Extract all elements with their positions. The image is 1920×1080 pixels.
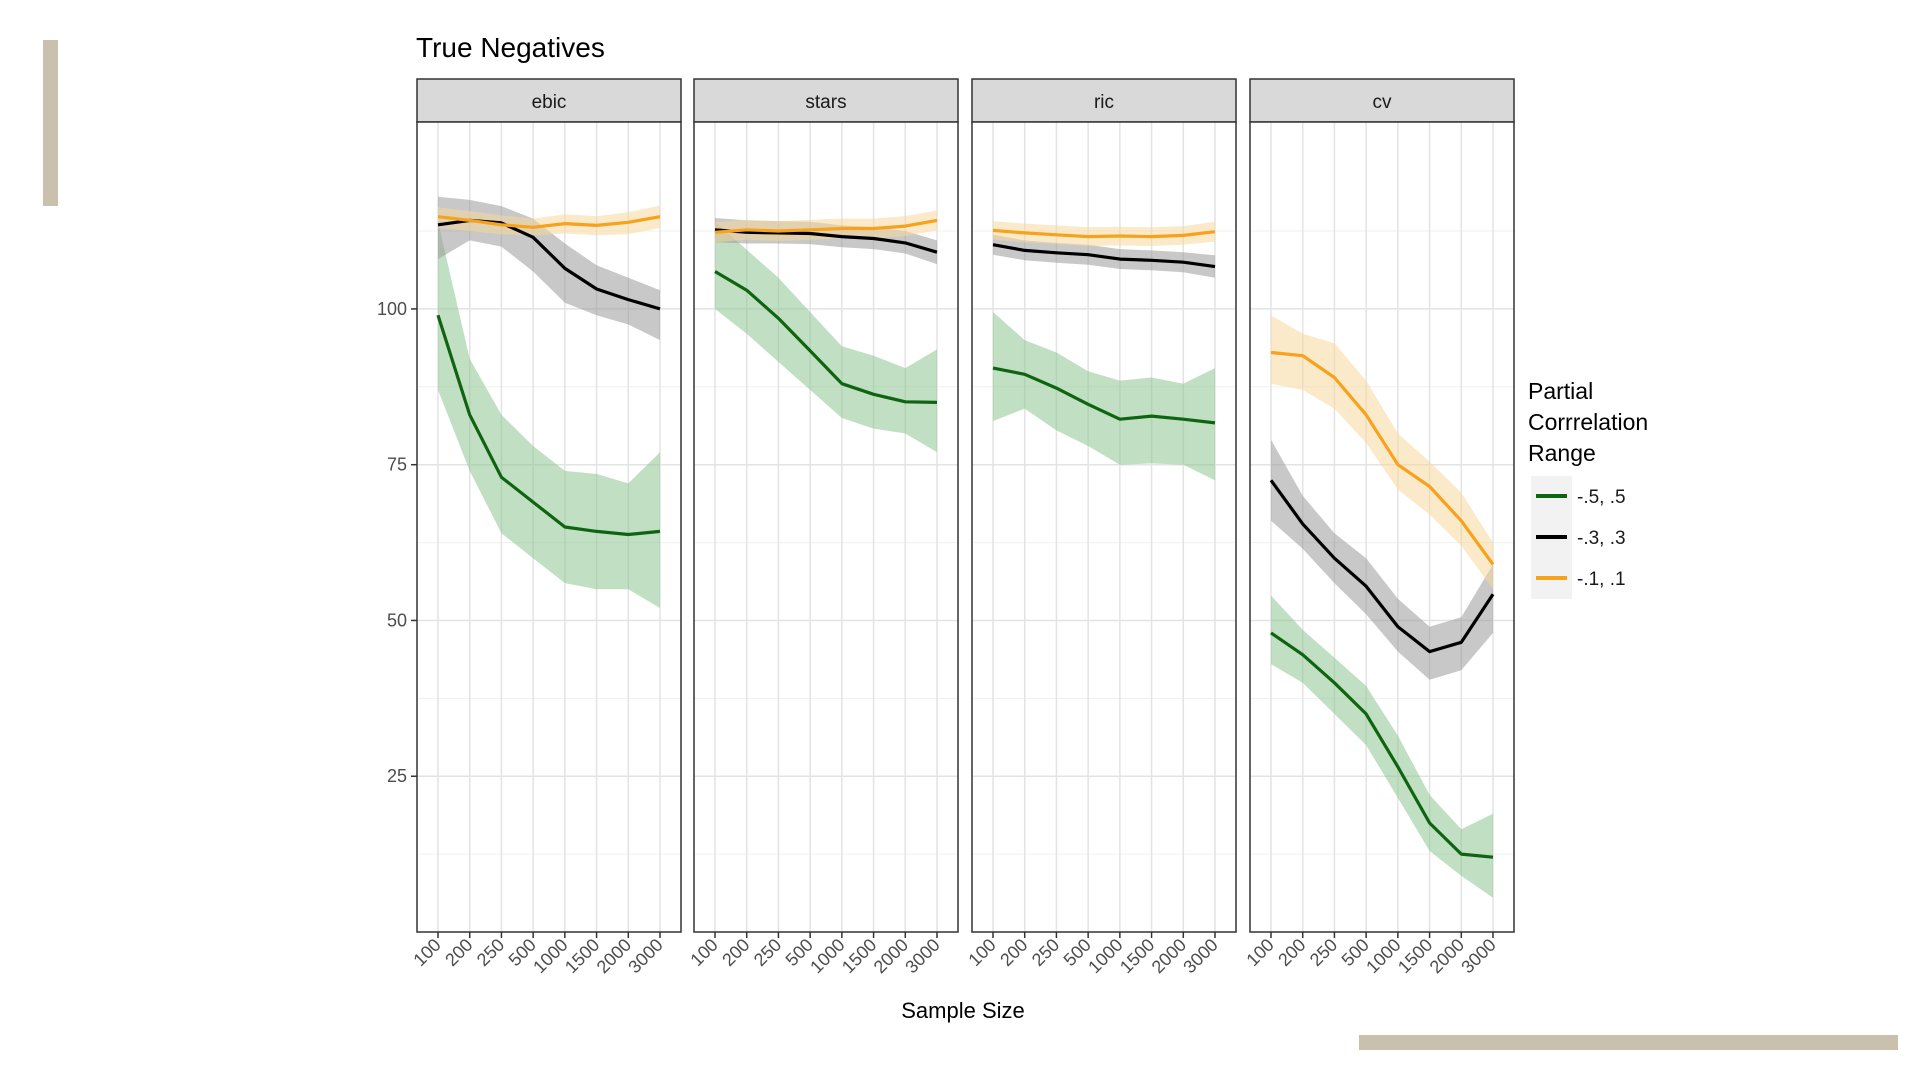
chart-panels: ebic1002002505001000150020003000stars100… [409, 78, 1515, 977]
x-tick-label: 2000 [870, 935, 912, 977]
legend-title-line: Partial [1528, 378, 1593, 404]
y-axis: 25 50 75 100 [377, 299, 417, 786]
series-line-cv [1269, 479, 1495, 654]
panel-strip [971, 78, 1237, 123]
panel-strip-label: cv [1373, 92, 1393, 113]
confidence-band-ric [993, 312, 1215, 481]
x-tick-label: 1000 [1362, 935, 1404, 977]
y-tick-label: 25 [387, 766, 407, 786]
panel-border [1249, 121, 1515, 933]
confidence-band-ebic [438, 221, 660, 608]
confidence-band-cv [1271, 439, 1493, 680]
legend-entry: -.1, .1 [1531, 558, 1626, 599]
x-tick-label: 1000 [529, 935, 571, 977]
y-tick-label: 75 [387, 455, 407, 475]
legend-title-line: Corrrelation [1528, 409, 1648, 435]
panel-border [416, 121, 682, 933]
series-line-stars [714, 228, 938, 254]
x-tick-label: 250 [1306, 935, 1341, 970]
y-tick-label: 100 [377, 299, 407, 319]
series-line-ebic [436, 314, 661, 537]
x-tick-label: 200 [996, 935, 1031, 970]
x-tick-label: 2000 [1426, 935, 1468, 977]
panel-border [693, 121, 959, 933]
x-tick-label: 200 [1274, 935, 1309, 970]
legend-label: -.3, .3 [1577, 528, 1626, 549]
x-tick-label: 2000 [1148, 935, 1190, 977]
x-tick-label: 1500 [1394, 935, 1436, 977]
x-tick-label: 1500 [561, 935, 603, 977]
x-tick-label: 100 [964, 935, 999, 970]
x-tick-label: 100 [409, 935, 444, 970]
x-tick-label: 250 [473, 935, 508, 970]
series-line-ric [992, 228, 1216, 239]
series-line-ebic [437, 215, 661, 229]
panel-strip-label: ebic [532, 92, 567, 113]
confidence-band-ric [993, 221, 1215, 246]
legend-label: -.1, .1 [1577, 569, 1626, 590]
x-tick-label: 1000 [806, 935, 848, 977]
panel-strip [693, 78, 959, 123]
panel-strip-label: stars [805, 92, 846, 113]
accent-bar-left [43, 40, 58, 206]
series-line-cv [1270, 631, 1494, 859]
series-line-stars [714, 218, 938, 234]
series-line-ric [992, 366, 1216, 425]
x-tick-label: 1500 [838, 935, 880, 977]
x-tick-label: 200 [441, 935, 476, 970]
x-tick-label: 3000 [1179, 935, 1221, 977]
series-line-ric [992, 243, 1216, 269]
x-tick-label: 100 [1242, 935, 1277, 970]
x-axis-label: Sample Size [901, 998, 1025, 1023]
legend-title-line: Range [1528, 440, 1596, 466]
x-tick-label: 3000 [901, 935, 943, 977]
legend-label: -.5, .5 [1577, 487, 1626, 508]
x-tick-label: 250 [1028, 935, 1063, 970]
series-line-stars [714, 270, 938, 404]
x-tick-label: 3000 [624, 935, 666, 977]
panel-strip-label: ric [1094, 92, 1114, 113]
panel-strip [1249, 78, 1515, 123]
series-line-cv [1270, 350, 1495, 566]
confidence-band-cv [1271, 315, 1493, 590]
panel-border [971, 121, 1237, 933]
panel-strip [416, 78, 682, 123]
x-tick-label: 3000 [1457, 935, 1499, 977]
accent-bar-bottom [1359, 1035, 1898, 1050]
x-tick-label: 250 [750, 935, 785, 970]
legend: Partial Corrrelation Range -.5, .5 -.3, .3 -.… [1528, 378, 1648, 599]
x-tick-label: 1000 [1084, 935, 1126, 977]
legend-entry: -.5, .5 [1531, 476, 1626, 517]
x-tick-label: 2000 [593, 935, 635, 977]
x-tick-label: 100 [686, 935, 721, 970]
x-tick-label: 200 [718, 935, 753, 970]
x-tick-label: 1500 [1116, 935, 1158, 977]
chart-title: True Negatives [416, 32, 605, 63]
y-tick-label: 50 [387, 610, 407, 630]
confidence-band-cv [1271, 595, 1493, 898]
confidence-band-ebic [438, 205, 660, 236]
legend-entry: -.3, .3 [1531, 517, 1626, 558]
